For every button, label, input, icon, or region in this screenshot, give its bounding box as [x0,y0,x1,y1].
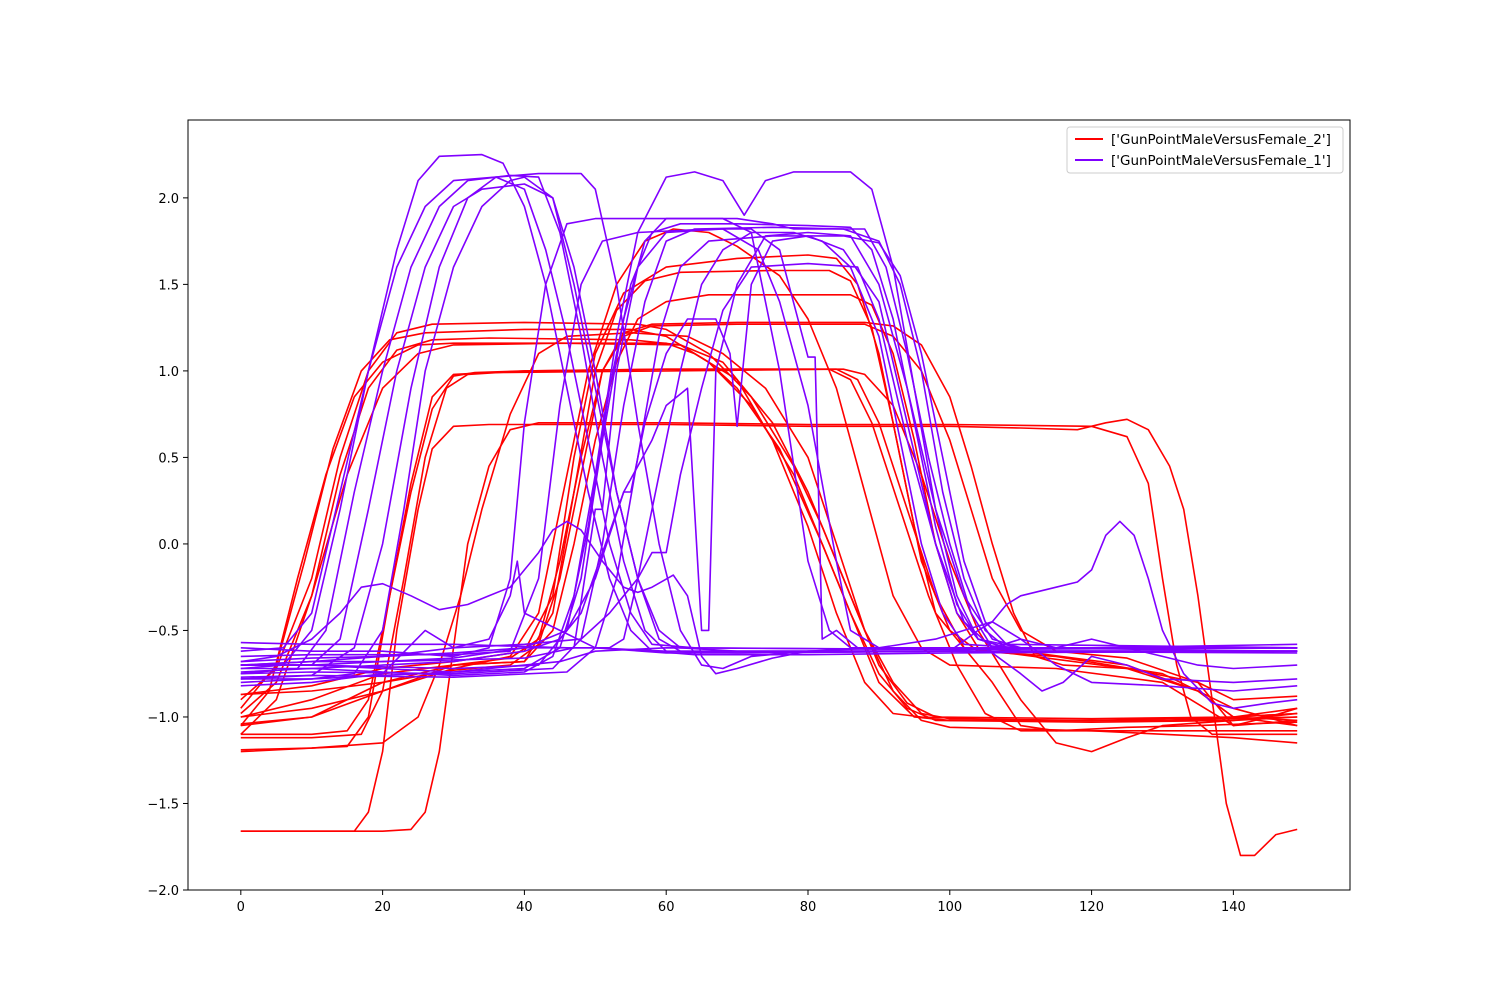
y-tick-label: 0.0 [158,538,179,553]
series-line-group-1 [240,176,1298,652]
axes-layer: 0 20 40 60 80 100 120 140 −2.0 −1.5 −1.0 −0.5 0.0 0.5… [147,192,1245,915]
plot-frame [187,119,1351,891]
series-line-group-1 [240,176,1298,684]
series-line-group-2 [240,321,1298,720]
series-line-group-1 [240,262,1298,666]
y-tick-label: −2.0 [147,884,179,899]
y-tick-label: 0.5 [158,451,179,466]
legend-label-series-1: ['GunPointMaleVersusFemale_1'] [1111,153,1331,169]
series-line-group-2 [240,368,1298,736]
series-line-group-1 [240,228,1298,666]
legend-box [1066,126,1344,174]
series-line-group-2 [240,418,1298,857]
x-tick-label: 140 [1221,900,1246,915]
x-tick-label: 120 [1079,900,1104,915]
series-line-group-1 [240,228,1298,658]
legend: ['GunPointMaleVersusFemale_2'] ['GunPoin… [1066,126,1344,174]
x-tick-label: 80 [800,900,817,915]
series-layer [240,153,1298,857]
series-line-group-1 [240,217,1298,673]
x-tick-label: 100 [937,900,962,915]
y-tick-label: 1.5 [158,278,179,293]
legend-label-series-2: ['GunPointMaleVersusFemale_2'] [1111,132,1331,148]
x-tick-label: 20 [374,900,391,915]
y-tick-label: −1.5 [147,797,179,812]
x-tick-label: 60 [658,900,675,915]
series-line-group-2 [240,332,1298,753]
series-line-group-1 [240,520,1298,710]
y-tick-label: −1.0 [147,711,179,726]
y-tick-label: −0.5 [147,624,179,639]
series-line-group-1 [240,172,1298,680]
series-line-group-1 [240,560,1298,692]
y-tick-label: 1.0 [158,365,179,380]
x-tick-label: 0 [237,900,245,915]
series-line-group-2 [240,269,1298,722]
series-line-group-1 [240,647,1298,692]
series-line-group-1 [240,226,1298,675]
x-tick-label: 40 [516,900,533,915]
series-line-group-1 [240,638,1298,670]
y-tick-label: 2.0 [158,192,179,207]
